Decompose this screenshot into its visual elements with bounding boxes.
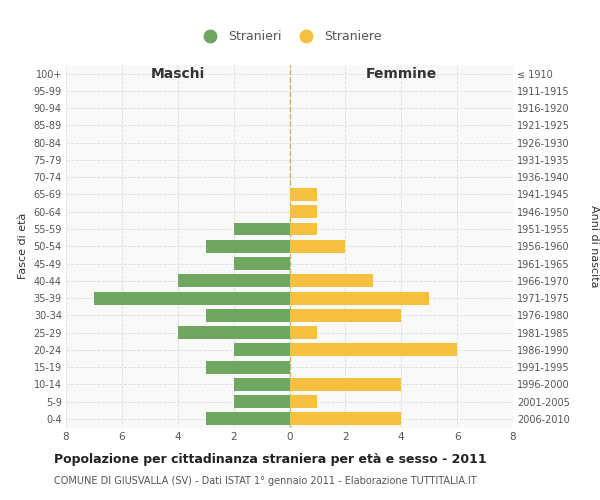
Bar	[290, 206, 317, 218]
Bar	[178, 326, 290, 339]
Bar	[290, 378, 401, 391]
Bar	[290, 274, 373, 287]
Y-axis label: Fasce di età: Fasce di età	[18, 213, 28, 280]
Y-axis label: Anni di nascita: Anni di nascita	[589, 205, 599, 288]
Text: Popolazione per cittadinanza straniera per età e sesso - 2011: Popolazione per cittadinanza straniera p…	[54, 452, 487, 466]
Bar	[233, 378, 290, 391]
Bar	[233, 257, 290, 270]
Bar	[290, 292, 429, 304]
Bar	[290, 309, 401, 322]
Bar	[290, 326, 317, 339]
Bar	[206, 360, 290, 374]
Bar	[206, 309, 290, 322]
Bar	[206, 412, 290, 426]
Text: Femmine: Femmine	[365, 66, 437, 80]
Bar	[233, 395, 290, 408]
Text: Maschi: Maschi	[151, 66, 205, 80]
Bar	[290, 412, 401, 426]
Bar	[206, 240, 290, 252]
Bar	[290, 395, 317, 408]
Bar	[290, 188, 317, 201]
Text: COMUNE DI GIUSVALLA (SV) - Dati ISTAT 1° gennaio 2011 - Elaborazione TUTTITALIA.: COMUNE DI GIUSVALLA (SV) - Dati ISTAT 1°…	[54, 476, 476, 486]
Bar	[290, 222, 317, 235]
Bar	[94, 292, 290, 304]
Bar	[233, 344, 290, 356]
Legend: Stranieri, Straniere: Stranieri, Straniere	[193, 25, 386, 48]
Bar	[290, 240, 346, 252]
Bar	[233, 222, 290, 235]
Bar	[290, 344, 457, 356]
Bar	[178, 274, 290, 287]
